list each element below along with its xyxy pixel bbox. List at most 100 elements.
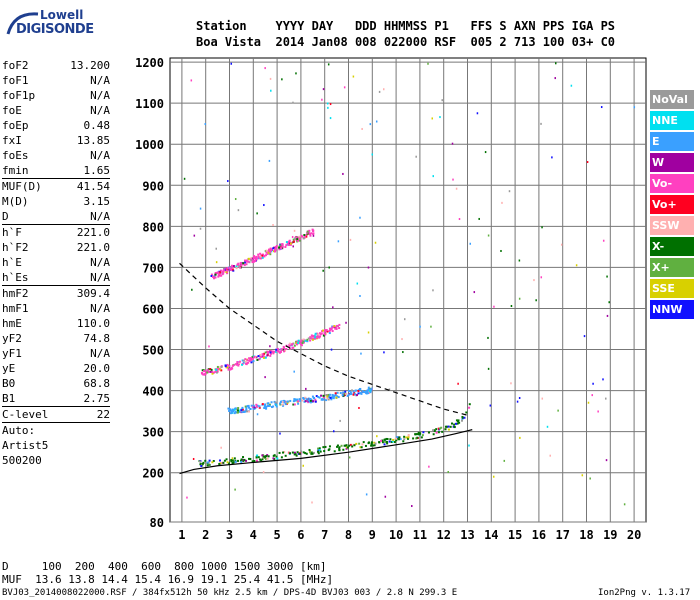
echo-point bbox=[269, 351, 272, 354]
echo-point bbox=[245, 363, 248, 366]
echo-point bbox=[270, 249, 273, 252]
echo-point bbox=[314, 336, 317, 339]
echo-point bbox=[372, 444, 375, 447]
echo-point bbox=[455, 422, 458, 425]
echo-point bbox=[269, 247, 272, 250]
echo-point bbox=[206, 464, 209, 467]
echo-point bbox=[261, 256, 264, 259]
echo-point bbox=[307, 337, 310, 340]
echo-point bbox=[280, 247, 283, 250]
echo-point bbox=[318, 332, 321, 335]
echo-point bbox=[243, 458, 246, 461]
echo-point bbox=[289, 399, 292, 402]
echo-point bbox=[256, 454, 259, 457]
param-value: N/A bbox=[90, 104, 110, 117]
echo-point bbox=[364, 444, 367, 447]
echo-point bbox=[284, 403, 287, 406]
echo-point bbox=[274, 247, 277, 250]
echo-point bbox=[259, 255, 262, 258]
echo-point bbox=[267, 455, 270, 458]
noise-point bbox=[192, 457, 195, 460]
echo-point bbox=[220, 365, 223, 368]
echo-point bbox=[460, 419, 463, 422]
noise-point bbox=[333, 430, 335, 433]
echo-point bbox=[338, 327, 341, 330]
echo-point bbox=[289, 242, 292, 245]
echo-point bbox=[335, 327, 338, 330]
color-legend: NoVal NNE E W Vo- Vo+ SSW X- X+ SSE NNW bbox=[650, 90, 694, 321]
noise-point bbox=[473, 291, 476, 294]
echo-point bbox=[337, 396, 340, 399]
noise-point bbox=[322, 88, 325, 91]
noise-point bbox=[227, 180, 229, 183]
echo-point bbox=[318, 449, 321, 452]
echo-point bbox=[432, 429, 435, 432]
echo-point bbox=[210, 368, 213, 371]
param-label: fxI bbox=[2, 134, 22, 147]
param-row: fmin 1.65 bbox=[2, 163, 110, 178]
echo-point bbox=[417, 433, 420, 436]
echo-point bbox=[298, 239, 301, 242]
echo-point bbox=[244, 405, 247, 408]
echo-point bbox=[260, 256, 263, 259]
echo-point bbox=[395, 437, 398, 440]
echo-point bbox=[295, 454, 298, 457]
echo-point bbox=[198, 460, 201, 463]
echo-point bbox=[383, 438, 386, 441]
echo-point bbox=[281, 245, 284, 248]
echo-point bbox=[293, 344, 296, 347]
noise-point bbox=[430, 325, 432, 328]
echo-point bbox=[242, 459, 245, 462]
echo-point bbox=[350, 389, 353, 392]
echo-point bbox=[384, 440, 387, 443]
echo-point bbox=[288, 242, 291, 245]
echo-point bbox=[302, 338, 305, 341]
echo-point bbox=[312, 233, 315, 236]
echo-point bbox=[218, 462, 221, 465]
echo-point bbox=[219, 368, 222, 371]
noise-point bbox=[291, 235, 294, 238]
echo-point bbox=[256, 358, 259, 361]
echo-point bbox=[260, 355, 263, 358]
echo-point bbox=[276, 347, 279, 350]
echo-point bbox=[318, 396, 321, 399]
noise-point bbox=[388, 388, 391, 391]
noise-point bbox=[487, 336, 489, 339]
echo-point bbox=[336, 444, 339, 447]
echo-point bbox=[225, 270, 228, 273]
echo-point bbox=[349, 392, 352, 395]
echo-point bbox=[213, 277, 216, 280]
echo-point bbox=[211, 370, 214, 373]
header-row-2: Boa Vista 2014 Jan08 008 022000 RSF 005 … bbox=[196, 35, 616, 49]
noise-point bbox=[541, 397, 544, 400]
echo-point bbox=[248, 359, 251, 362]
echo-point bbox=[222, 272, 225, 275]
noise-point bbox=[215, 261, 218, 264]
echo-point bbox=[215, 368, 218, 371]
noise-point bbox=[533, 279, 535, 282]
echo-point bbox=[281, 348, 284, 351]
echo-point bbox=[308, 448, 311, 451]
echo-point bbox=[367, 386, 370, 389]
echo-point bbox=[257, 255, 260, 258]
echo-point bbox=[264, 406, 267, 409]
echo-point bbox=[302, 237, 305, 240]
param-label: h`F2 bbox=[2, 241, 29, 254]
echo-point bbox=[456, 422, 459, 425]
echo-point bbox=[341, 393, 344, 396]
echo-point bbox=[210, 273, 213, 276]
noise-point bbox=[348, 456, 351, 459]
echo-point bbox=[370, 444, 373, 447]
legend-entry: NNE bbox=[650, 111, 694, 130]
echo-point bbox=[416, 436, 419, 439]
echo-point bbox=[252, 404, 255, 407]
param-row: Artist5 bbox=[2, 438, 110, 453]
echo-point bbox=[243, 259, 246, 262]
y-tick-label: 300 bbox=[142, 426, 164, 440]
echo-point bbox=[309, 451, 312, 454]
echo-point bbox=[444, 428, 447, 431]
echo-point bbox=[268, 248, 271, 251]
echo-point bbox=[390, 441, 393, 444]
echo-point bbox=[369, 391, 372, 394]
echo-point bbox=[345, 392, 348, 395]
